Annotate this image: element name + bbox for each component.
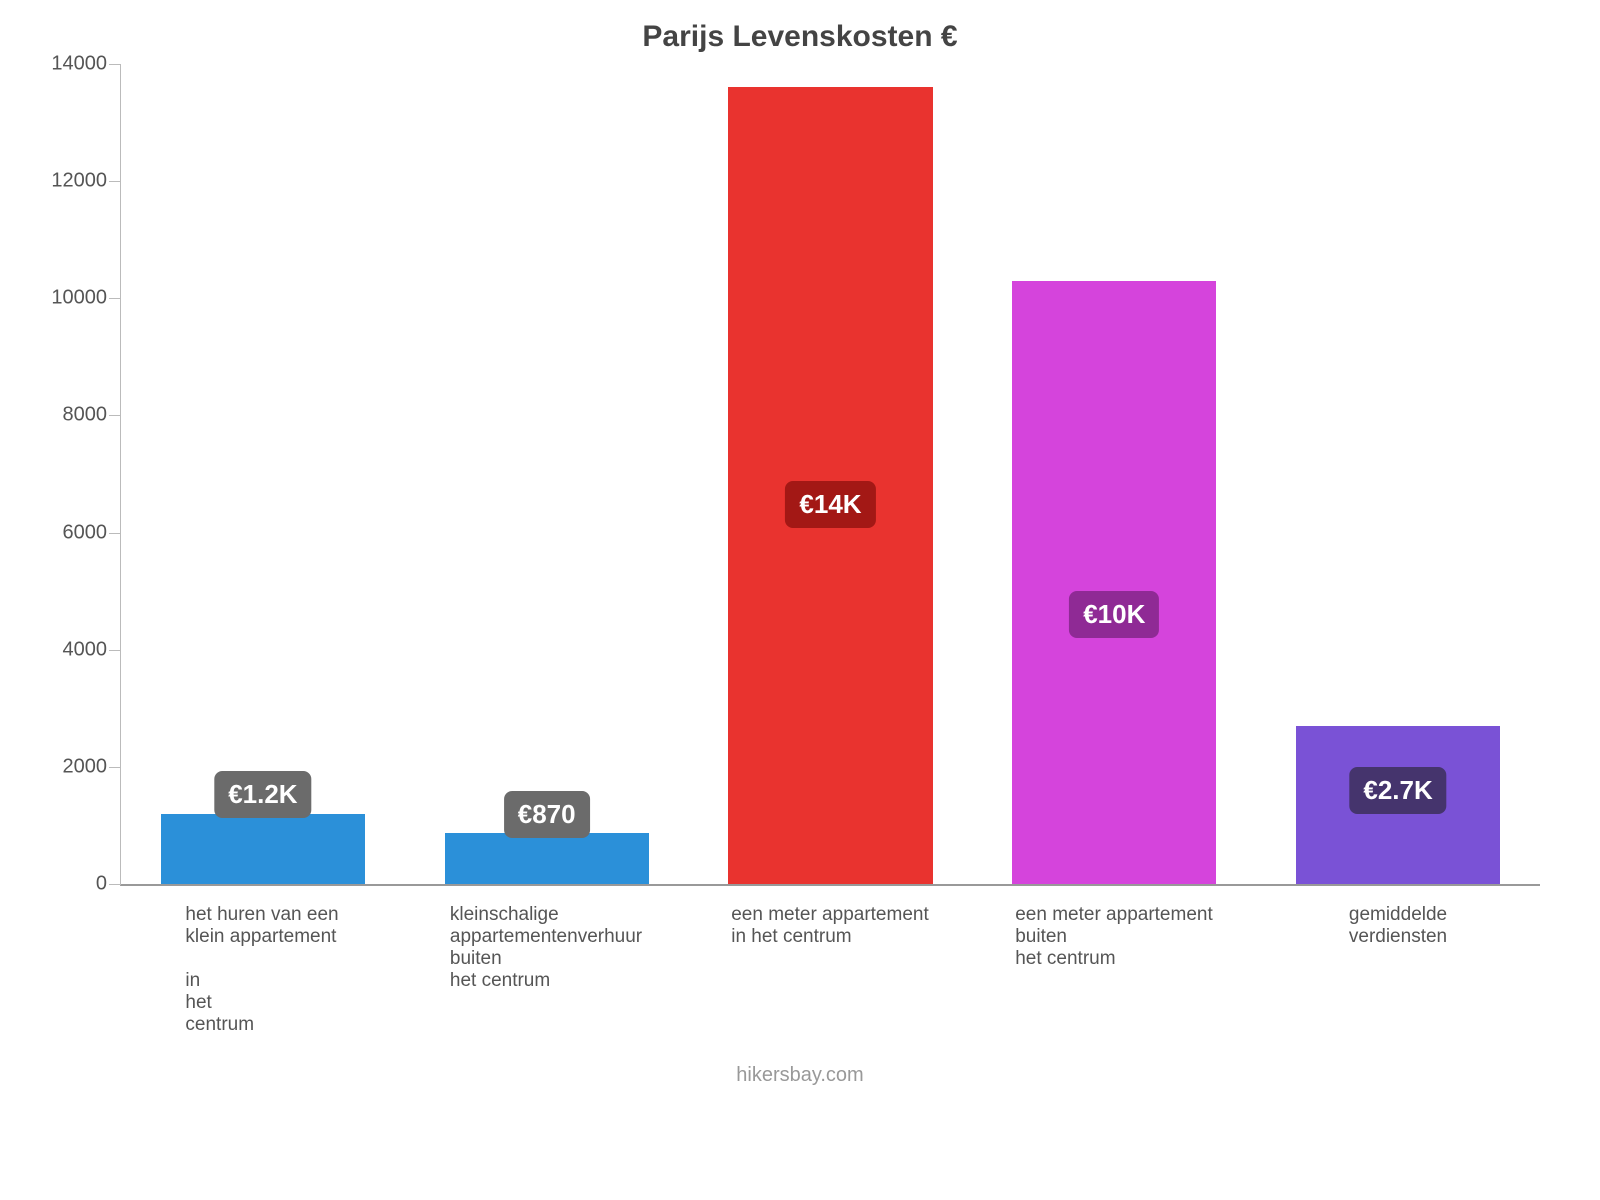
plot-area: €1.2K€870€14K€10K€2.7K 02000400060008000… (120, 64, 1540, 886)
bar-slot: €2.7K (1256, 64, 1540, 884)
y-tick-label: 2000 (63, 755, 122, 778)
attribution-text: hikersbay.com (40, 1064, 1560, 1087)
bars-row: €1.2K €870 €14K €10K €2.7K (121, 64, 1540, 884)
x-axis-label: kleinschalige appartementenverhuur buite… (404, 904, 688, 1036)
bar: €10K (1012, 281, 1216, 884)
x-axis-label: het huren van een klein appartement in h… (120, 904, 404, 1036)
chart-title: Parijs Levenskosten € (40, 20, 1560, 54)
bar-slot: €14K (689, 64, 973, 884)
x-axis-label: een meter appartement buiten het centrum (972, 904, 1256, 1036)
bar: €870 (445, 833, 649, 884)
bar-slot: €10K (972, 64, 1256, 884)
value-badge: €2.7K (1349, 767, 1446, 814)
bar: €2.7K (1296, 726, 1500, 884)
value-badge: €870 (504, 791, 590, 838)
bar: €1.2K (161, 814, 365, 884)
bar-slot: €870 (405, 64, 689, 884)
value-badge: €14K (785, 481, 875, 528)
x-axis-label: gemiddelde verdiensten (1256, 904, 1540, 1036)
x-axis-label: een meter appartement in het centrum (688, 904, 972, 1036)
value-badge: €10K (1069, 591, 1159, 638)
y-tick-label: 6000 (63, 521, 122, 544)
y-tick-label: 0 (96, 873, 121, 896)
y-tick-label: 12000 (51, 170, 121, 193)
chart-container: Parijs Levenskosten € €1.2K€870€14K€10K€… (0, 0, 1600, 1200)
bar-slot: €1.2K (121, 64, 405, 884)
x-axis-labels: het huren van een klein appartement in h… (120, 904, 1540, 1036)
y-tick-label: 8000 (63, 404, 122, 427)
y-tick-label: 10000 (51, 287, 121, 310)
value-badge: €1.2K (214, 771, 311, 818)
bar: €14K (728, 87, 932, 884)
y-tick-label: 4000 (63, 638, 122, 661)
y-tick-label: 14000 (51, 53, 121, 76)
